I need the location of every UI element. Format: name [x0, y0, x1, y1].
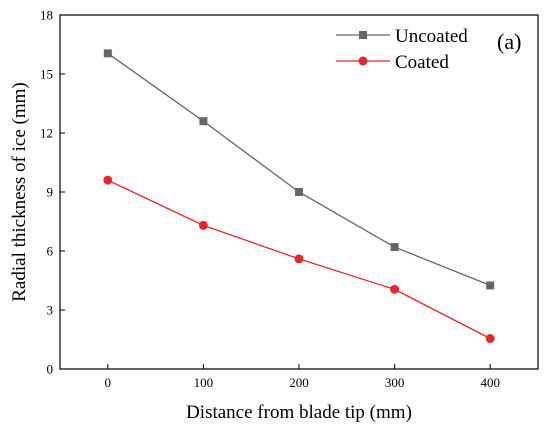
y-tick-label: 0 [47, 362, 54, 377]
legend-marker-coated [358, 56, 368, 66]
data-point-coated [485, 334, 495, 344]
data-point-coated [390, 284, 400, 294]
data-point-uncoated [199, 117, 208, 126]
data-point-uncoated [390, 243, 399, 252]
data-point-coated [198, 220, 208, 230]
series-layer [103, 49, 495, 344]
legend-label-coated: Coated [395, 52, 449, 73]
y-tick-label: 12 [40, 126, 53, 141]
legend-marker-uncoated [359, 31, 367, 39]
y-axis-title: Radial thickness of ice (mm) [9, 82, 30, 302]
y-tick-label: 9 [47, 185, 54, 200]
data-point-uncoated [486, 281, 495, 290]
x-tick-label: 200 [289, 375, 309, 390]
data-point-uncoated [295, 188, 303, 196]
y-tick-label: 3 [47, 303, 54, 318]
x-axis-title: Distance from blade tip (mm) [186, 402, 412, 423]
x-tick-label: 100 [194, 375, 214, 390]
y-tick-label: 15 [40, 67, 53, 82]
data-point-coated [294, 254, 304, 264]
y-tick-label: 6 [47, 244, 54, 259]
y-tick-label: 18 [40, 8, 53, 23]
panel-label: (a) [497, 29, 521, 54]
legend-label-uncoated: Uncoated [395, 26, 468, 47]
axis-ticks: 0 100 200 300 400 0 3 6 9 12 15 18 [40, 8, 500, 391]
data-point-uncoated [103, 49, 112, 58]
data-point-coated [103, 175, 113, 185]
x-tick-label: 0 [105, 375, 112, 390]
x-tick-label: 300 [385, 375, 405, 390]
x-tick-label: 400 [480, 375, 500, 390]
legend: Uncoated Coated [336, 26, 468, 73]
